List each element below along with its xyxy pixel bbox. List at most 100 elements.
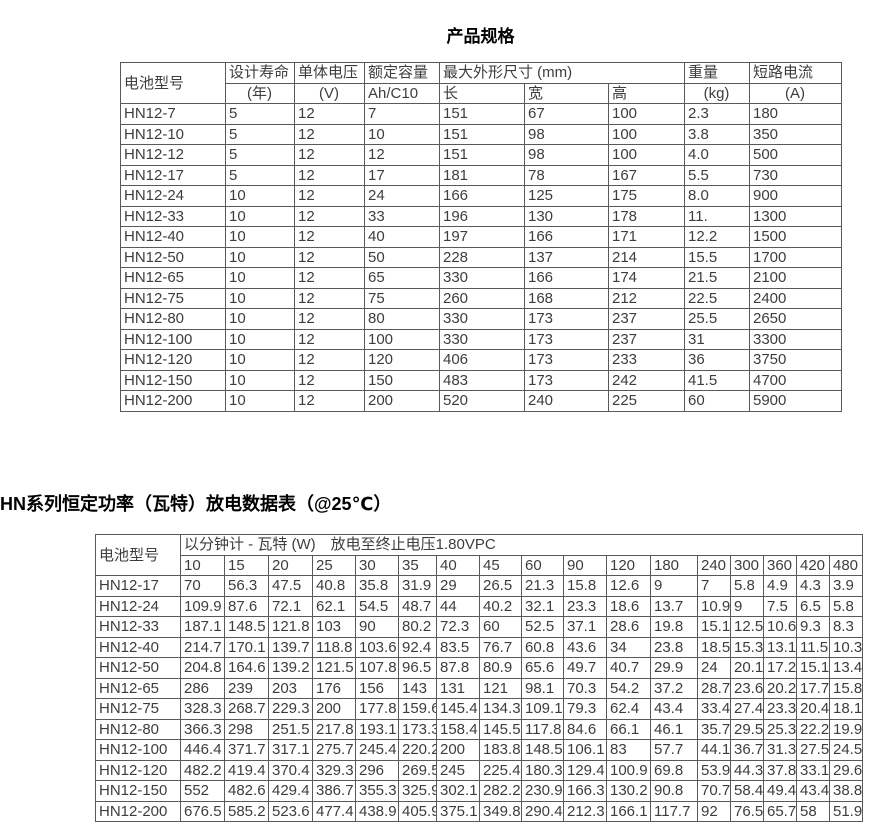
discharge-cell: 166.1 [606,800,651,822]
discharge-cell-model: HN12-17 [95,575,181,597]
table-row: HN12-100 10 12 100 330 173 237 31 3300 [120,328,842,350]
discharge-cell: 204.8 [180,657,225,679]
discharge-cell: 109.1 [521,698,564,720]
spec-col-height: 高 [608,82,685,104]
table-row: HN12-150 552 482.6 429.4 386.7 355.3 325.9 302.… [95,780,864,802]
discharge-cell: 13.4 [828,657,864,679]
discharge-cell: 290.4 [521,800,564,822]
discharge-cell: 83.5 [436,636,480,658]
discharge-cell: 103.6 [355,636,399,658]
spec-cell: 67 [524,103,609,125]
spec-cell: 1700 [749,246,842,268]
discharge-cell: 269.5 [398,759,437,781]
table-row: HN12-50 10 12 50 228 137 214 15.5 1700 [120,246,842,268]
discharge-cell: 23.8 [650,636,698,658]
discharge-cell: 296 [355,759,399,781]
discharge-cell: 92 [697,800,731,822]
discharge-cell: 72.3 [436,616,480,638]
spec-cell: 12 [294,246,365,268]
spec-cell-model: HN12-75 [120,287,226,309]
discharge-cell: 27.4 [730,698,764,720]
discharge-cell: 29.5 [730,718,764,740]
spec-col-short-circuit: 短路电流 [749,62,842,84]
discharge-cell: 156 [355,677,399,699]
discharge-cell: 31.3 [763,739,797,761]
spec-cell: 40 [364,226,440,248]
spec-cell: 10 [225,205,295,227]
discharge-cell: 10.3 [828,636,864,658]
discharge-cell: 328.3 [180,698,225,720]
discharge-minutes-row: 10 15 20 25 30 35 40 45 60 90 120 180 240 300 360 420 48… [96,554,864,576]
discharge-cell: 66.1 [606,718,651,740]
spec-cell: 65 [364,267,440,289]
discharge-cell: 15.8 [563,575,607,597]
discharge-cell: 482.6 [224,780,269,802]
discharge-cell: 419.4 [224,759,269,781]
discharge-cell: 43.6 [563,636,607,658]
spec-table-body: HN12-7 5 12 7 151 67 100 2.3 180 HN12-10 5 12 10 151 9… [120,103,842,412]
discharge-cell: 20.1 [730,657,764,679]
discharge-cell: 117.7 [650,800,698,822]
discharge-cell: 12.6 [606,575,651,597]
spec-cell: 10 [364,123,440,145]
discharge-cell: 23.3 [563,595,607,617]
spec-cell: 12 [294,328,365,350]
discharge-cell: 98.1 [521,677,564,699]
spec-cell: 4700 [749,369,842,391]
minute-header: 120 [606,554,651,576]
discharge-cell: 145.4 [436,698,480,720]
discharge-cell: 9 [730,595,764,617]
discharge-cell: 375.1 [436,800,480,822]
spec-cell: 100 [608,103,685,125]
spec-cell: 173 [524,369,609,391]
spec-cell: 10 [225,287,295,309]
table-row: HN12-7 5 12 7 151 67 100 2.3 180 [120,103,842,125]
discharge-cell: 65.6 [521,657,564,679]
spec-cell: 151 [439,123,525,145]
spec-cell: 10 [225,226,295,248]
spec-cell: 2650 [749,308,842,330]
spec-cell: 5 [225,123,295,145]
discharge-cell-model: HN12-75 [95,698,181,720]
discharge-cell: 23.3 [763,698,797,720]
table-row: HN12-40 10 12 40 197 166 171 12.2 1500 [120,226,842,248]
discharge-cell: 22.2 [796,718,830,740]
discharge-cell-model: HN12-100 [95,739,181,761]
discharge-cell: 371.7 [224,739,269,761]
spec-cell: 5 [225,103,295,125]
spec-header-row-1: 电池型号 设计寿命 单体电压 额定容量 最大外形尺寸 (mm) 重量 短路电流 [120,62,842,104]
spec-cell: 2.3 [684,103,750,125]
discharge-cell: 183.8 [479,739,522,761]
spec-cell: 5.5 [684,164,750,186]
discharge-cell: 44 [436,595,480,617]
discharge-cell: 49.4 [763,780,797,802]
discharge-cell: 200 [436,739,480,761]
table-row: HN12-200 676.5 585.2 523.6 477.4 438.9 405.9 37… [95,800,864,822]
discharge-cell: 180.3 [521,759,564,781]
spec-cell: 80 [364,308,440,330]
table-row: HN12-17 5 12 17 181 78 167 5.5 730 [120,164,842,186]
discharge-cell: 212.3 [563,800,607,822]
discharge-cell: 31.9 [398,575,437,597]
discharge-cell: 20.2 [763,677,797,699]
discharge-cell: 5.8 [730,575,764,597]
spec-cell: 10 [225,267,295,289]
discharge-cell: 62.1 [312,595,356,617]
spec-cell: 12 [294,349,365,371]
discharge-cell: 225.4 [479,759,522,781]
discharge-table-body: HN12-17 70 56.3 47.5 40.8 35.8 31.9 29 26.5 21.3 1… [95,575,864,822]
discharge-cell: 26.5 [479,575,522,597]
discharge-cell: 27.5 [796,739,830,761]
discharge-cell-model: HN12-24 [95,595,181,617]
discharge-cell: 5.8 [828,595,864,617]
discharge-cell: 25.3 [763,718,797,740]
spec-cell: 212 [608,287,685,309]
discharge-cell: 552 [180,780,225,802]
discharge-cell-model: HN12-40 [95,636,181,658]
discharge-cell: 13.1 [763,636,797,658]
spec-cell: 3300 [749,328,842,350]
spec-cell: 1500 [749,226,842,248]
discharge-cell: 200 [312,698,356,720]
discharge-cell: 477.4 [312,800,356,822]
discharge-table-title: HN系列恒定功率（瓦特）放电数据表（@25℃） [0,494,392,514]
